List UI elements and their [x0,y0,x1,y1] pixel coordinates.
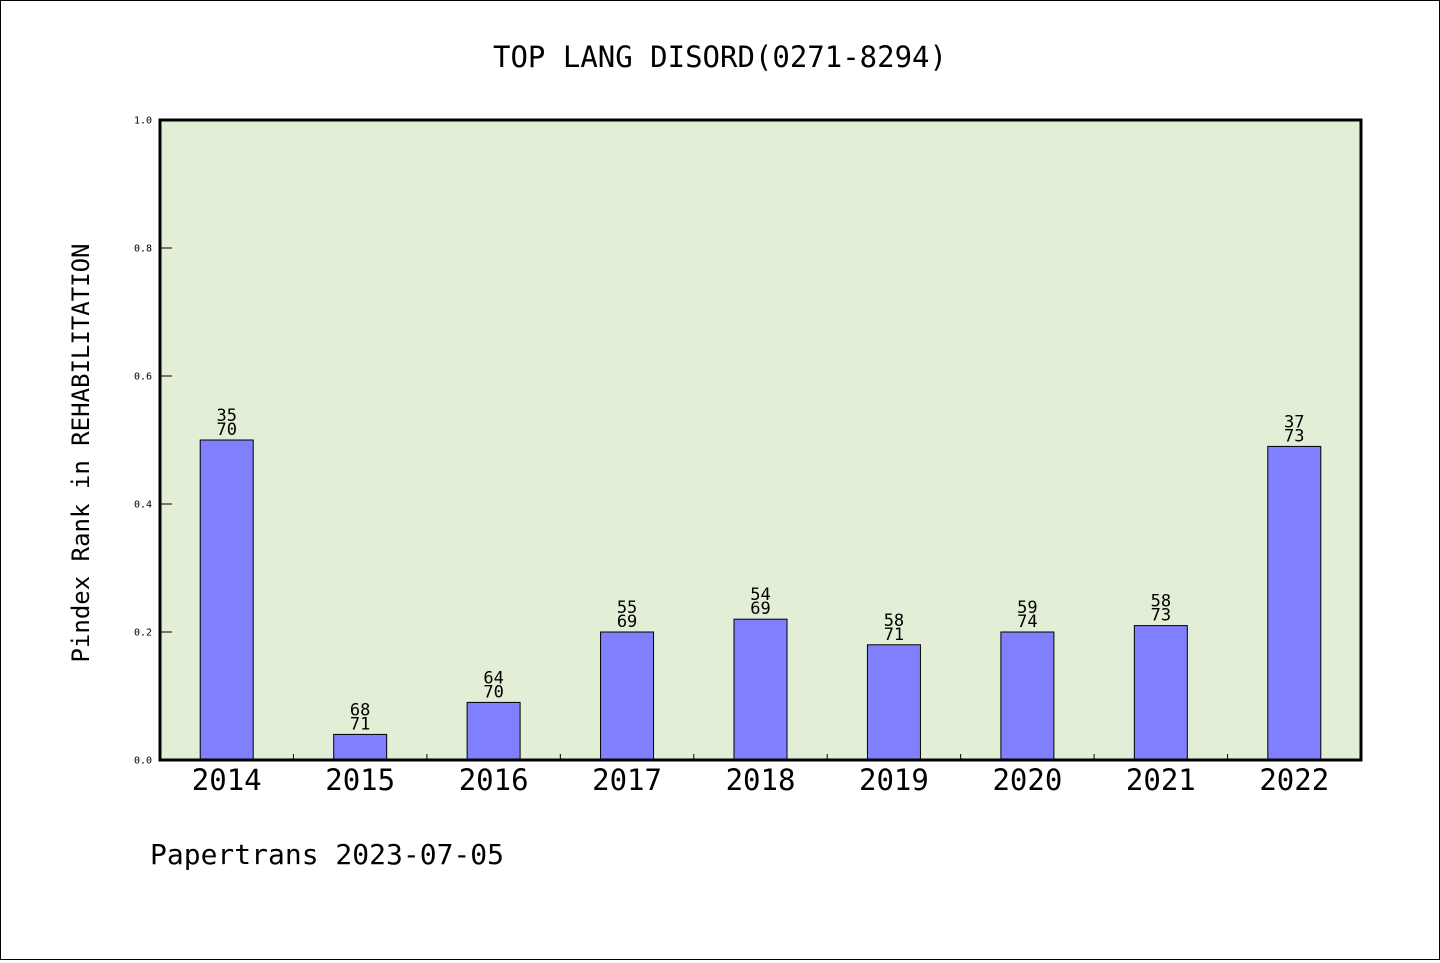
footer-credit: Papertrans 2023-07-05 [150,838,504,871]
bar-label-bottom: 71 [884,625,904,645]
plot-border [158,118,1363,762]
x-tick-label: 2016 [459,763,529,797]
bar-label-top: 59 [1017,598,1037,618]
x-tick-label: 2020 [992,763,1062,797]
bar-label-top: 54 [750,585,770,605]
x-tick-label: 2017 [592,763,662,797]
bar [199,439,254,761]
bar [333,733,388,761]
x-tick-label: 2014 [192,763,262,797]
x-tick-label: 2021 [1126,763,1196,797]
x-tick-label: 2022 [1259,763,1329,797]
x-tick-label: 2019 [859,763,929,797]
bar-label-top: 35 [216,406,236,426]
bar [1267,445,1322,761]
bar-label-top: 58 [884,611,904,631]
bar [1000,631,1055,761]
bar-label-bottom: 74 [1017,612,1037,632]
bar-label-bottom: 73 [1151,606,1171,626]
bar-label-bottom: 70 [483,682,503,702]
bar-label-top: 68 [350,700,370,720]
bar [1133,625,1188,761]
y-axis-label: Pindex Rank in REHABILITATION [67,243,95,662]
bar-label-bottom: 69 [617,612,637,632]
y-tick-label: 0.6 [134,372,152,383]
bar-label-top: 37 [1284,412,1304,432]
bar-label-bottom: 69 [750,599,770,619]
y-tick-label: 0.4 [134,500,152,511]
x-axis-ticks: 2014 2015 2016 2017 2018 2019 2020 2021 2022 [192,754,1329,797]
x-tick-label: 2018 [726,763,796,797]
y-tick-label: 1.0 [134,116,152,127]
bar-label-top: 64 [483,668,503,688]
bar-label-top: 58 [1151,592,1171,612]
bar-label-bottom: 73 [1284,426,1304,446]
bar-label-bottom: 71 [350,714,370,734]
bars [199,439,1322,761]
y-tick-label: 0.8 [134,244,152,255]
bar [866,644,921,761]
chart-title: TOP LANG DISORD(0271-8294) [493,40,947,74]
bar-label-bottom: 70 [216,420,236,440]
x-tick-label: 2015 [325,763,395,797]
bar-label-top: 55 [617,598,637,618]
bar [733,618,788,761]
y-tick-label: 0.0 [134,756,152,767]
bar [466,701,521,761]
y-tick-label: 0.2 [134,628,152,639]
bar [600,631,655,761]
